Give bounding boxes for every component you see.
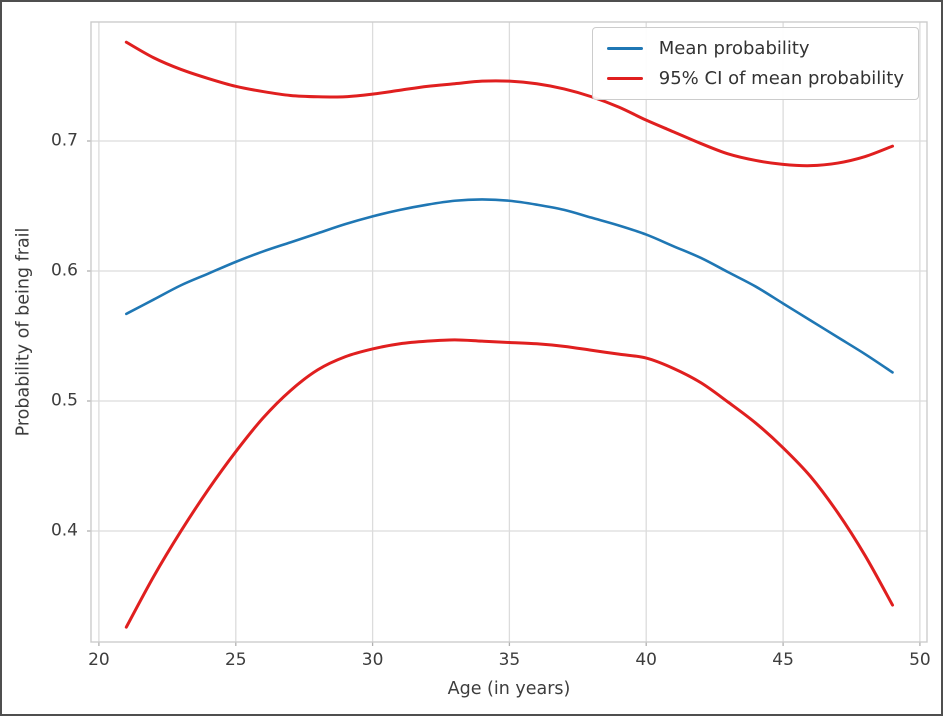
legend: Mean probability 95% CI of mean probabil…	[591, 27, 919, 101]
legend-label: Mean probability	[658, 38, 810, 59]
x-tick-label: 30	[361, 650, 384, 670]
y-tick-label: 0.7	[50, 130, 78, 151]
legend-line-sample-red	[606, 76, 643, 80]
x-tick-label: 25	[224, 650, 247, 670]
series-path-mean-probability	[125, 198, 894, 374]
series-path-95-ci-upper-bound	[124, 40, 895, 168]
x-tick-label: 50	[909, 650, 931, 670]
y-tick-label: 0.5	[50, 390, 78, 411]
x-tick-label: 45	[772, 650, 794, 670]
y-tick-label: 0.6	[50, 260, 78, 281]
y-axis-title: Probability of being frail	[13, 227, 34, 437]
legend-line-sample-blue	[606, 47, 643, 51]
legend-label: 95% CI of mean probability	[658, 67, 904, 89]
x-axis-title: Age (in years)	[447, 679, 571, 699]
x-tick-label: 40	[635, 650, 658, 670]
legend-entry-mean: Mean probability	[606, 38, 904, 60]
y-tick-label: 0.4	[50, 520, 78, 541]
series-path-95-ci-lower-bound	[124, 338, 895, 629]
legend-entry-ci: 95% CI of mean probability	[606, 67, 904, 90]
x-tick-label: 20	[88, 650, 110, 670]
axes-spines	[90, 21, 928, 643]
x-tick-label: 35	[498, 650, 521, 670]
